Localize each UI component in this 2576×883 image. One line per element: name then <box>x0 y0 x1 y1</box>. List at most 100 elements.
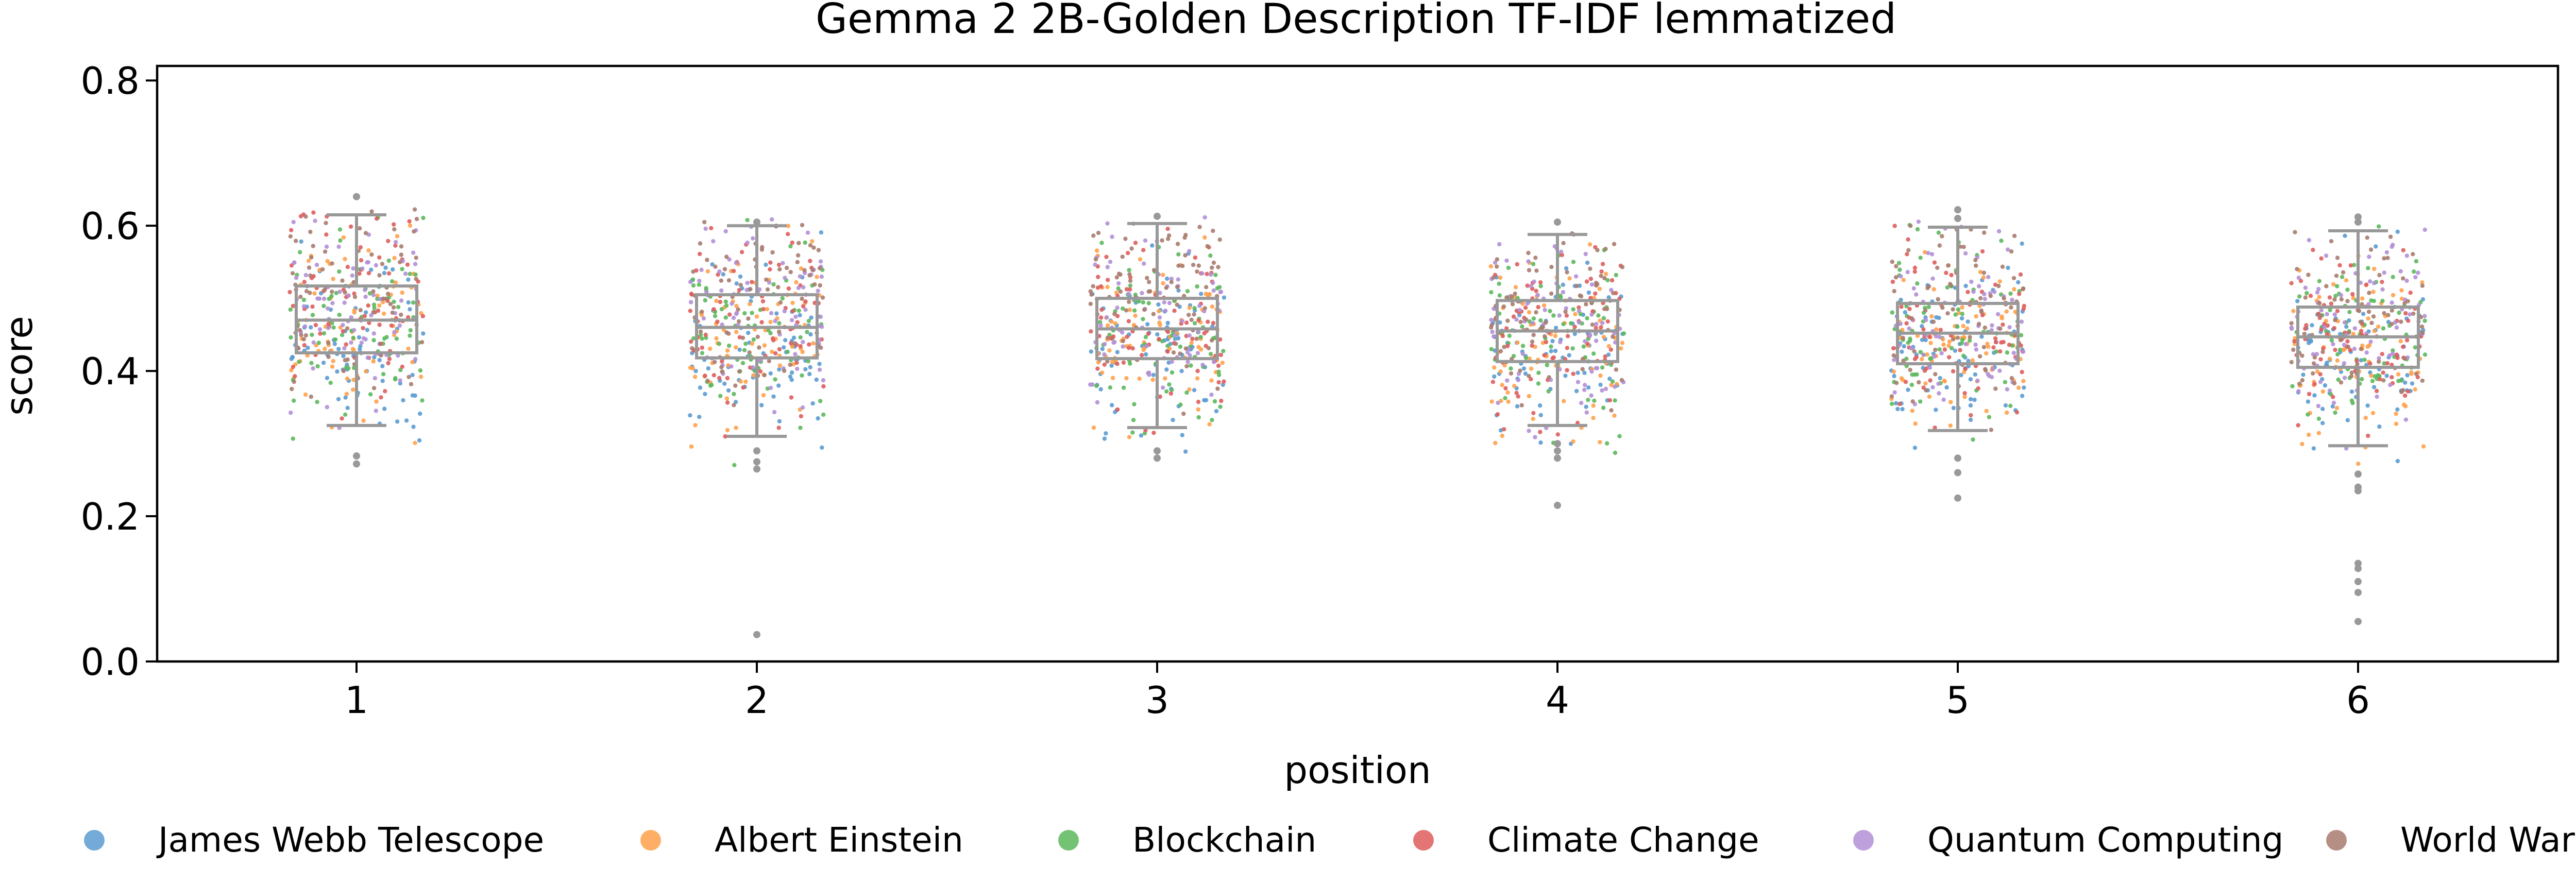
outlier-point <box>753 631 760 638</box>
data-point <box>1520 301 1525 306</box>
data-point <box>1187 333 1192 338</box>
data-point <box>736 307 740 312</box>
data-point <box>1962 395 1967 399</box>
data-point <box>382 270 387 276</box>
data-point <box>762 343 767 348</box>
data-point <box>1612 242 1617 246</box>
data-point <box>343 358 348 363</box>
data-point <box>1210 280 1215 285</box>
data-point <box>1517 313 1522 317</box>
data-point <box>2374 244 2378 249</box>
data-point <box>1570 346 1575 351</box>
data-point <box>2295 267 2299 271</box>
data-point <box>1520 344 1526 348</box>
data-point <box>1968 377 1973 382</box>
data-point <box>700 351 705 355</box>
data-point <box>324 220 328 226</box>
data-point <box>350 273 354 278</box>
data-point <box>1574 283 1579 288</box>
data-point <box>2411 311 2416 316</box>
data-point <box>1901 335 1905 341</box>
data-point <box>1592 398 1597 403</box>
data-point <box>340 278 345 283</box>
data-point <box>1968 403 1973 408</box>
data-point <box>733 383 738 388</box>
data-point <box>1891 369 1896 374</box>
data-point <box>341 353 346 359</box>
data-point <box>344 392 349 396</box>
data-point <box>2357 309 2362 313</box>
data-point <box>2316 416 2321 421</box>
data-point <box>1611 334 1615 339</box>
data-point <box>1951 405 1956 411</box>
data-point <box>746 331 751 335</box>
data-point <box>1999 316 2004 320</box>
data-point <box>818 314 823 319</box>
data-point <box>738 274 743 279</box>
data-point <box>2368 361 2372 366</box>
data-point <box>2369 373 2374 378</box>
data-point <box>287 290 292 295</box>
data-point <box>289 410 293 415</box>
data-point <box>1164 367 1169 372</box>
data-point <box>732 403 736 407</box>
data-point <box>1141 300 1146 305</box>
data-point <box>310 304 315 309</box>
data-point <box>2333 318 2337 322</box>
data-point <box>299 333 303 337</box>
data-point <box>2413 275 2418 280</box>
data-point <box>768 371 773 376</box>
data-point <box>2012 381 2017 386</box>
data-point <box>1088 289 1093 294</box>
data-point <box>1959 316 1964 321</box>
data-point <box>2318 313 2323 318</box>
legend-marker <box>2326 830 2347 851</box>
data-point <box>688 309 693 313</box>
data-point <box>2404 338 2410 343</box>
data-point <box>1116 281 1121 286</box>
data-point <box>795 260 800 264</box>
data-point <box>1589 393 1594 398</box>
data-point <box>2420 283 2425 288</box>
data-point <box>1968 417 1973 422</box>
data-point <box>2345 287 2350 292</box>
data-point <box>1217 285 1222 290</box>
data-point <box>2342 320 2347 325</box>
data-point <box>2350 292 2355 297</box>
data-point <box>309 255 314 260</box>
data-point <box>2422 352 2428 357</box>
data-point <box>378 342 383 346</box>
data-point <box>777 347 782 352</box>
data-point <box>338 238 343 243</box>
data-point <box>377 322 382 327</box>
data-point <box>1544 320 1548 325</box>
data-point <box>389 279 395 284</box>
data-point <box>2289 360 2294 365</box>
data-point <box>709 383 714 387</box>
data-point <box>1090 382 1095 387</box>
data-point <box>741 385 745 390</box>
data-point <box>806 359 811 364</box>
data-point <box>1519 403 1524 407</box>
data-point <box>1209 272 1213 277</box>
data-point <box>2409 370 2414 375</box>
data-point <box>1897 401 1902 406</box>
data-point <box>2345 339 2350 344</box>
data-point <box>783 338 788 343</box>
data-point <box>1923 308 1928 313</box>
data-point <box>1924 318 1928 322</box>
data-point <box>1125 334 1129 339</box>
data-point <box>1180 433 1184 437</box>
data-point <box>352 310 357 315</box>
data-point <box>1928 341 1933 345</box>
data-point <box>725 376 730 381</box>
data-point <box>2333 410 2337 415</box>
data-point <box>1131 418 1136 422</box>
data-point <box>710 262 715 267</box>
data-point <box>1961 353 1966 358</box>
data-point <box>1195 269 1199 274</box>
data-point <box>2317 295 2321 299</box>
data-point <box>765 307 770 312</box>
data-point <box>1978 296 1983 301</box>
data-point <box>1611 291 1616 296</box>
